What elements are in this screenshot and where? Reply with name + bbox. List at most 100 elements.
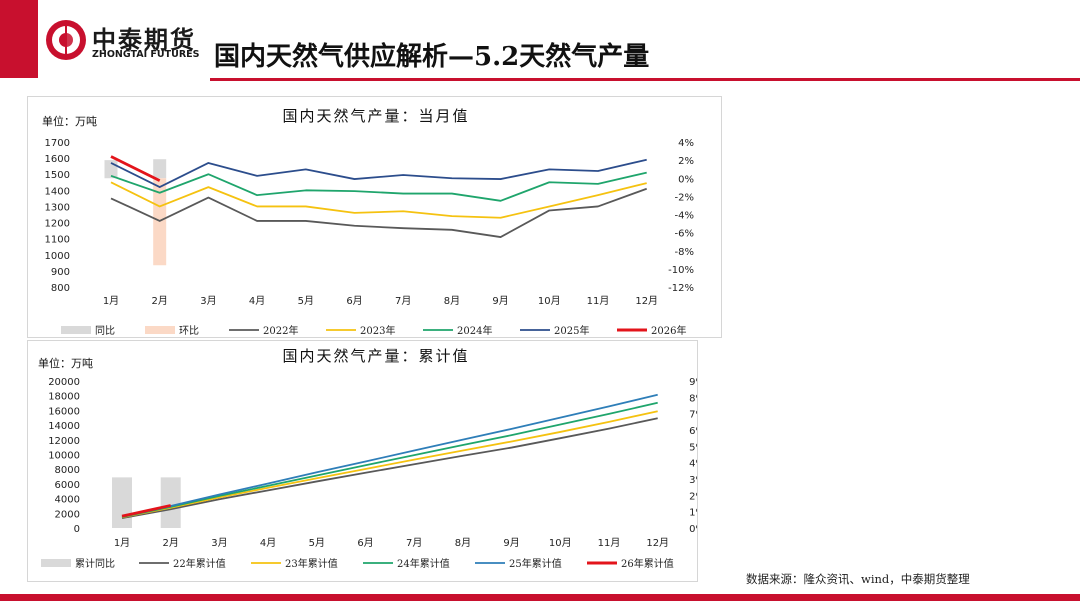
legend-label: 2026年 — [651, 324, 686, 337]
bar-累计同比 — [112, 477, 132, 528]
x-axis-tick-label: 5月 — [309, 537, 325, 549]
cumulative-output-chart-panel: 国内天然气产量：累计值 单位：万吨 20000 18000 16000 14000 1200… — [27, 340, 698, 582]
y-axis-tick-label: 1300 — [45, 202, 70, 213]
x-axis-tick-label: 11月 — [587, 295, 610, 307]
series-line-23年累计值 — [121, 410, 658, 519]
legend-label: 26年累计值 — [621, 557, 674, 570]
legend-label: 2024年 — [457, 324, 492, 337]
monthly-output-chart-panel: 国内天然气产量：当月值 单位：万吨 1700 1600 1500 1400 1300 1200… — [27, 96, 722, 338]
header-accent-stripe — [0, 0, 38, 78]
brand-name-english: ZHONGTAI FUTURES — [92, 49, 200, 60]
bar-同比 — [104, 160, 118, 179]
bar-累计同比 — [160, 477, 181, 528]
x-axis-tick-label: 9月 — [503, 537, 519, 549]
legend-swatch-同比 — [61, 326, 91, 334]
y-axis-tick-label: 1000 — [45, 251, 70, 262]
y2-axis-tick-label: 8% — [689, 393, 697, 404]
series-line-25年累计值 — [121, 393, 658, 518]
y2-axis-tick-label: -2% — [675, 192, 694, 203]
legend-label: 24年累计值 — [397, 557, 450, 570]
legend-label: 同比 — [95, 325, 115, 337]
x-axis-tick-label: 7月 — [395, 295, 411, 307]
x-axis-tick-label: 9月 — [492, 295, 508, 307]
x-axis-tick-label: 8月 — [455, 537, 471, 549]
y2-axis-tick-label: -12% — [668, 283, 694, 294]
data-source-note: 数据来源：隆众资讯、wind，中泰期货整理 — [746, 572, 970, 586]
monthly-output-chart: 国内天然气产量：当月值 单位：万吨 1700 1600 1500 1400 1300 1200… — [42, 107, 694, 337]
x-axis-tick-label: 4月 — [249, 295, 265, 307]
y2-axis-tick-label: -8% — [675, 247, 694, 258]
y-axis-tick-label: 1200 — [45, 219, 70, 230]
y2-axis-tick-label: 4% — [689, 459, 697, 470]
legend-swatch-累计同比 — [41, 559, 71, 567]
footer-accent-bar — [0, 594, 1080, 601]
x-axis-tick-label: 5月 — [298, 295, 314, 307]
y2-axis-tick-label: 6% — [689, 426, 697, 437]
y-axis-tick-label: 10000 — [48, 451, 80, 462]
x-axis-tick-label: 4月 — [260, 537, 276, 549]
y-axis-tick-label: 4000 — [55, 495, 80, 506]
y-axis-unit-label: 单位：万吨 — [38, 356, 93, 370]
legend-swatch-环比 — [145, 326, 175, 334]
x-axis-tick-label: 1月 — [114, 537, 130, 549]
chart-title: 国内天然气产量：当月值 — [282, 107, 469, 125]
legend-label: 23年累计值 — [285, 557, 338, 570]
y-axis-tick-label: 1100 — [45, 235, 70, 246]
x-axis-tick-label: 12月 — [646, 537, 669, 549]
zhongtai-logo-icon — [46, 20, 86, 60]
y2-axis-tick-label: -10% — [668, 265, 694, 276]
legend-label: 累计同比 — [75, 557, 115, 570]
x-axis-tick-label: 1月 — [103, 295, 119, 307]
series-line-2026年 — [110, 155, 161, 182]
y2-axis-tick-label: 2% — [678, 156, 694, 167]
y-axis-tick-label: 1700 — [45, 138, 70, 149]
x-axis-tick-label: 8月 — [444, 295, 460, 307]
legend-label: 22年累计值 — [173, 557, 226, 570]
title-divider — [210, 78, 1080, 81]
cumulative-output-chart: 国内天然气产量：累计值单位：万吨200001800016000140001200… — [38, 347, 697, 570]
y2-axis-tick-label: 7% — [689, 410, 697, 421]
y-axis-tick-label: 18000 — [48, 392, 80, 403]
y-axis-unit-label: 单位：万吨 — [42, 114, 97, 128]
y2-axis-tick-label: 1% — [689, 508, 697, 519]
y2-axis-tick-label: -4% — [675, 211, 694, 222]
x-axis-tick-label: 6月 — [346, 295, 362, 307]
series-line-2022年 — [110, 187, 648, 238]
y-axis-tick-label: 1600 — [45, 154, 70, 165]
brand-name: 中泰期货 — [92, 26, 196, 54]
x-axis-tick-label: 10月 — [538, 295, 561, 307]
y-axis-tick-label: 2000 — [55, 509, 80, 520]
legend-label: 2023年 — [360, 324, 395, 337]
x-axis-tick-label: 7月 — [406, 537, 422, 549]
y-axis-tick-label: 12000 — [48, 436, 80, 447]
y2-axis-tick-label: 4% — [678, 138, 694, 149]
x-axis-tick-label: 12月 — [635, 295, 658, 307]
x-axis-tick-label: 2月 — [163, 537, 179, 549]
y-axis-tick-label: 800 — [51, 283, 70, 294]
legend-label: 环比 — [179, 325, 199, 337]
y2-axis-tick-label: 2% — [689, 491, 697, 502]
x-axis-tick-label: 10月 — [549, 537, 572, 549]
y2-axis-tick-label: -6% — [675, 229, 694, 240]
legend-label: 2025年 — [554, 324, 589, 337]
y-axis-tick-label: 0 — [74, 524, 80, 535]
series-line-26年累计值 — [121, 504, 172, 518]
y2-axis-tick-label: 5% — [689, 442, 697, 453]
y-axis-tick-label: 20000 — [48, 377, 80, 388]
slide-title: 国内天然气供应解析—5.2天然气产量 — [214, 42, 650, 72]
series-line-2023年 — [110, 181, 647, 219]
series-line-24年累计值 — [121, 401, 658, 518]
x-axis-tick-label: 6月 — [357, 537, 373, 549]
y-axis-tick-label: 1400 — [45, 186, 70, 197]
x-axis-tick-label: 3月 — [211, 537, 227, 549]
series-line-2024年 — [110, 171, 647, 202]
y2-axis-tick-label: 9% — [689, 377, 697, 388]
legend-label: 2022年 — [263, 324, 298, 337]
series-line-2025年 — [110, 158, 647, 189]
y-axis-tick-label: 6000 — [55, 480, 80, 491]
y-axis-tick-label: 14000 — [48, 421, 80, 432]
series-line-22年累计值 — [121, 417, 658, 519]
y2-axis-tick-label: 3% — [689, 475, 697, 486]
chart-title: 国内天然气产量：累计值 — [282, 347, 469, 365]
y-axis-tick-label: 1500 — [45, 170, 70, 181]
